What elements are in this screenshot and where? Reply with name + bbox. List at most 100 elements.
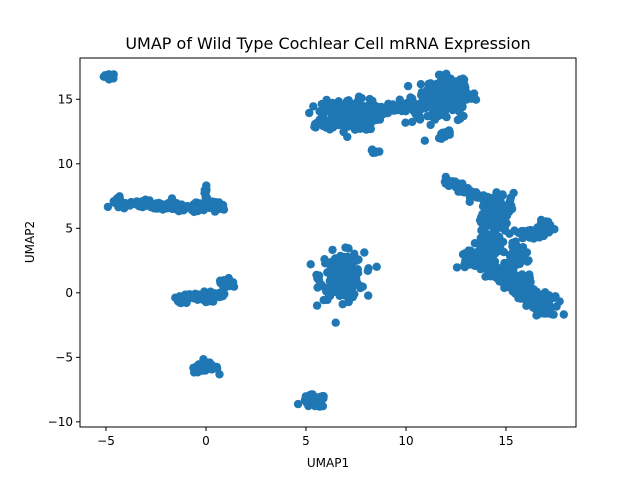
data-point bbox=[199, 355, 208, 364]
data-point bbox=[489, 268, 498, 277]
data-point bbox=[350, 249, 359, 258]
data-point bbox=[353, 268, 363, 278]
data-point bbox=[533, 223, 542, 232]
x-tick-label: 0 bbox=[202, 434, 210, 448]
data-point bbox=[333, 275, 343, 284]
data-point bbox=[458, 79, 467, 88]
data-point bbox=[500, 266, 510, 275]
data-point bbox=[507, 204, 517, 214]
data-point bbox=[335, 291, 344, 300]
data-point bbox=[433, 100, 443, 109]
data-point bbox=[331, 262, 340, 271]
data-point bbox=[221, 277, 230, 286]
data-point bbox=[479, 195, 488, 205]
data-point bbox=[455, 181, 465, 191]
data-point bbox=[500, 217, 509, 227]
data-point bbox=[201, 185, 210, 194]
data-point bbox=[552, 302, 561, 311]
data-point bbox=[403, 81, 413, 91]
data-point bbox=[515, 259, 524, 269]
data-point bbox=[424, 93, 433, 102]
data-point bbox=[471, 95, 481, 104]
data-point bbox=[344, 244, 353, 253]
data-point bbox=[141, 195, 150, 204]
data-point bbox=[343, 104, 353, 113]
data-point bbox=[470, 239, 480, 248]
data-point bbox=[183, 294, 192, 303]
data-point bbox=[328, 245, 337, 255]
data-point bbox=[112, 194, 122, 203]
data-point bbox=[485, 215, 494, 224]
data-point bbox=[343, 115, 352, 124]
data-point bbox=[339, 127, 348, 137]
data-point bbox=[525, 228, 534, 238]
y-tick-label: 15 bbox=[58, 92, 73, 106]
data-point bbox=[125, 201, 135, 210]
data-point bbox=[358, 282, 367, 291]
data-point bbox=[343, 252, 352, 261]
data-point bbox=[322, 117, 331, 127]
data-point bbox=[543, 223, 552, 232]
data-point bbox=[512, 248, 521, 258]
y-tick-label: 0 bbox=[65, 286, 73, 300]
data-point bbox=[352, 256, 361, 265]
data-point bbox=[103, 202, 113, 212]
data-point bbox=[327, 285, 336, 295]
data-point bbox=[176, 298, 186, 308]
data-point bbox=[364, 109, 374, 118]
x-tick-label: 10 bbox=[398, 434, 413, 448]
data-point bbox=[426, 120, 435, 130]
data-point bbox=[509, 188, 518, 198]
data-point bbox=[338, 109, 347, 118]
data-point bbox=[522, 248, 532, 257]
y-axis-label: UMAP2 bbox=[23, 221, 37, 263]
data-point bbox=[540, 288, 549, 297]
data-point bbox=[465, 197, 474, 206]
data-point bbox=[537, 215, 546, 225]
data-point bbox=[459, 94, 468, 103]
data-point bbox=[425, 101, 435, 110]
data-point bbox=[338, 269, 347, 278]
data-point bbox=[495, 190, 505, 200]
data-point bbox=[416, 80, 426, 89]
data-point bbox=[408, 117, 417, 127]
data-point bbox=[445, 130, 454, 139]
data-point bbox=[198, 295, 207, 304]
data-point bbox=[405, 100, 415, 110]
data-point bbox=[525, 273, 534, 283]
data-point bbox=[487, 236, 496, 246]
data-point bbox=[205, 297, 214, 306]
data-point bbox=[344, 122, 353, 131]
data-point bbox=[322, 258, 332, 267]
x-axis-ticks: −5 0 5 10 15 bbox=[97, 427, 514, 448]
data-point bbox=[309, 102, 318, 111]
data-point bbox=[481, 264, 491, 273]
data-point bbox=[183, 201, 192, 211]
data-point bbox=[363, 266, 372, 275]
data-point bbox=[360, 248, 369, 257]
data-point bbox=[535, 298, 544, 308]
data-point bbox=[372, 262, 381, 271]
x-tick-label: −5 bbox=[97, 434, 115, 448]
data-point bbox=[341, 260, 350, 270]
data-point bbox=[420, 136, 429, 145]
data-point bbox=[207, 365, 216, 374]
data-point bbox=[559, 310, 568, 319]
data-point bbox=[315, 107, 324, 116]
data-point bbox=[107, 72, 116, 81]
x-tick-label: 15 bbox=[498, 434, 513, 448]
data-point bbox=[452, 263, 462, 272]
data-point bbox=[189, 294, 198, 303]
data-point bbox=[215, 292, 224, 302]
data-point bbox=[372, 115, 382, 125]
data-points bbox=[99, 69, 568, 411]
data-point bbox=[332, 256, 341, 265]
data-point bbox=[350, 111, 360, 121]
data-point bbox=[312, 301, 322, 310]
data-point bbox=[495, 277, 504, 286]
data-point bbox=[401, 118, 410, 127]
data-point bbox=[510, 226, 519, 235]
data-point bbox=[505, 276, 515, 285]
data-point bbox=[365, 94, 374, 104]
data-point bbox=[334, 284, 343, 293]
